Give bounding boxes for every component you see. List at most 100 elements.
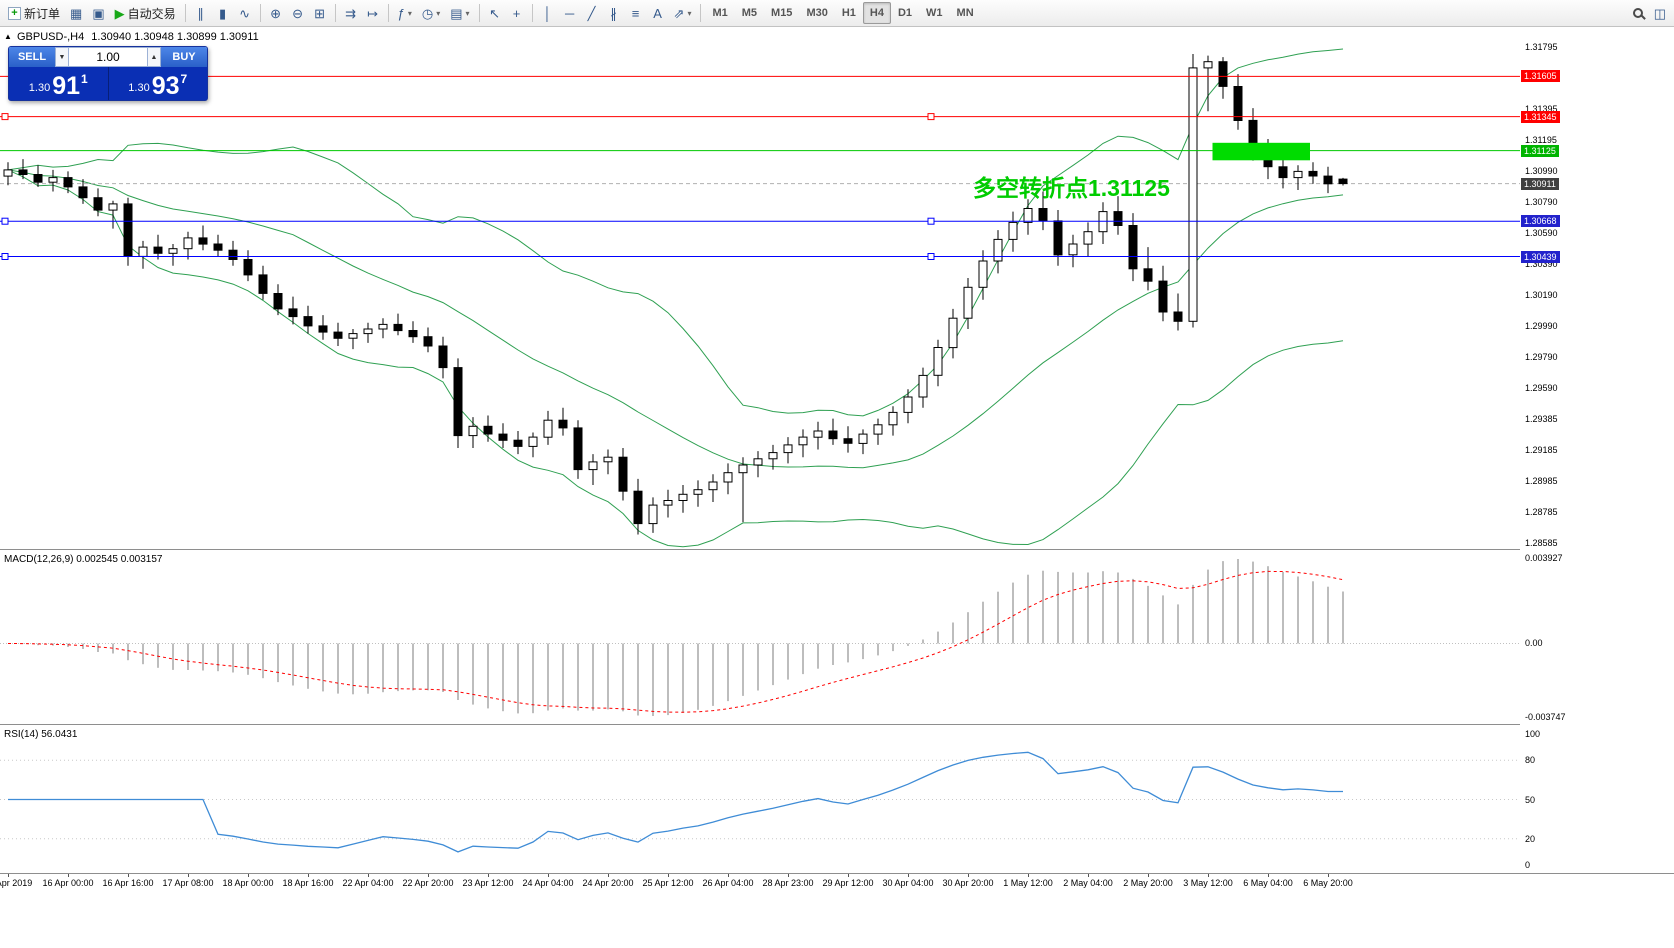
indicators-icon: ƒ	[397, 5, 405, 21]
time-label: 25 Apr 12:00	[642, 878, 694, 888]
price-tick: 1.30590	[1525, 228, 1558, 239]
bid-price[interactable]: 1.30 91 1	[9, 67, 109, 100]
main-chart[interactable]: 多空转折点1.31125	[0, 27, 1520, 549]
price-axis[interactable]: 1.31795 1.31395 1.31195 1.30990 1.30790 1.305…	[1520, 27, 1674, 873]
chart-shift-button[interactable]: ↦	[362, 2, 384, 24]
sell-button[interactable]: SELL	[9, 47, 55, 67]
arrows-button[interactable]: ⇗ ▾	[669, 2, 697, 24]
search-button[interactable]	[1627, 2, 1649, 24]
time-label: 22 Apr 04:00	[342, 878, 394, 888]
timeframe-m15[interactable]: M15	[764, 2, 799, 24]
line-handle[interactable]	[1, 217, 9, 225]
text-button[interactable]: A	[647, 2, 669, 24]
time-tick	[128, 874, 129, 877]
price-tick: 1.31195	[1525, 134, 1557, 145]
cursor-button[interactable]: ↖	[484, 2, 506, 24]
volume-decrease-button[interactable]: ▼	[55, 47, 69, 67]
horizontal-line-button[interactable]: ─	[559, 2, 581, 24]
timeframe-h1[interactable]: H1	[835, 2, 863, 24]
crosshair-button[interactable]: +	[506, 2, 528, 24]
annotation-text[interactable]: 多空转折点1.31125	[973, 175, 1170, 201]
trendline-icon: ╱	[587, 5, 596, 21]
line-handle[interactable]	[927, 217, 935, 225]
macd-panel[interactable]	[0, 551, 1520, 724]
panel-separator[interactable]	[0, 724, 1674, 726]
line-handle[interactable]	[927, 253, 935, 260]
toolbar-separator	[387, 4, 389, 22]
zoom-in-icon: ⊕	[270, 5, 282, 21]
price-badge: 1.31345	[1521, 110, 1560, 123]
line-handle[interactable]	[927, 113, 935, 121]
timeframe-h4[interactable]: H4	[862, 2, 891, 24]
candlestick-chart-icon: ▮	[219, 5, 227, 21]
timeframe-d1[interactable]: D1	[891, 2, 919, 24]
trendline-button[interactable]: ╱	[581, 2, 603, 24]
ask-price[interactable]: 1.30 93 7	[109, 67, 208, 100]
rsi-axis-tick: 100	[1525, 729, 1541, 739]
volume-increase-button[interactable]: ▲	[147, 47, 161, 67]
tile-windows-button[interactable]: ⊞	[309, 2, 331, 24]
candles	[3, 54, 1348, 535]
bid-big-digits: 91	[52, 72, 81, 100]
auto-scroll-icon: ⇉	[345, 5, 357, 21]
time-tick	[1268, 874, 1269, 877]
time-tick	[968, 874, 969, 877]
time-label: 23 Apr 12:00	[462, 878, 514, 888]
chart-window-icon: ▦	[70, 5, 83, 21]
volume-input[interactable]	[69, 47, 147, 67]
indicators-button[interactable]: ƒ ▾	[393, 2, 417, 24]
time-tick	[1328, 874, 1329, 877]
timeframe-mn[interactable]: MN	[950, 2, 981, 24]
candlestick-chart-button[interactable]: ▮	[212, 2, 234, 24]
line-handle[interactable]	[1, 253, 9, 260]
autotrading-button[interactable]: ▶ 自动交易	[110, 2, 181, 24]
time-tick	[1208, 874, 1209, 877]
time-label: 28 Apr 23:00	[762, 878, 814, 888]
time-tick	[488, 874, 489, 877]
rsi-axis-tick: 0	[1525, 860, 1531, 870]
time-tick	[188, 874, 189, 877]
time-tick	[248, 874, 249, 877]
rsi-panel[interactable]	[0, 726, 1520, 873]
chart-window-button[interactable]: ▦	[65, 2, 87, 24]
vertical-line-button[interactable]: │	[537, 2, 559, 24]
macd-indicator-label: MACD(12,26,9) 0.002545 0.003157	[4, 554, 163, 565]
zoom-out-button[interactable]: ⊖	[287, 2, 309, 24]
buy-button[interactable]: BUY	[161, 47, 207, 67]
line-chart-button[interactable]: ∿	[234, 2, 256, 24]
ask-prefix: 1.30	[128, 82, 150, 94]
rsi-axis-tick: 50	[1525, 794, 1536, 805]
zoom-in-button[interactable]: ⊕	[265, 2, 287, 24]
terminal-button[interactable]: ▣	[87, 2, 109, 24]
ask-pip-digit: 7	[180, 72, 188, 86]
new-order-button[interactable]: + 新订单	[3, 2, 65, 24]
macd-histogram	[22, 559, 1344, 716]
time-tick	[368, 874, 369, 877]
vertical-line-icon: │	[543, 5, 552, 21]
auto-scroll-button[interactable]: ⇉	[340, 2, 362, 24]
timeframe-w1[interactable]: W1	[919, 2, 950, 24]
time-axis[interactable]: 15 Apr 2019 16 Apr 00:00 16 Apr 16:00 17 Ap…	[0, 873, 1674, 891]
time-label: 1 May 12:00	[1003, 878, 1053, 888]
bar-chart-button[interactable]: ∥	[190, 2, 212, 24]
timeframe-m1[interactable]: M1	[705, 2, 734, 24]
toolbar-separator	[334, 4, 336, 22]
periods-button[interactable]: ◷ ▾	[417, 2, 445, 24]
time-label: 29 Apr 12:00	[822, 878, 874, 888]
timeframe-m5[interactable]: M5	[735, 2, 764, 24]
panel-separator[interactable]	[0, 549, 1674, 551]
time-label: 6 May 20:00	[1303, 878, 1353, 888]
time-label: 26 Apr 04:00	[702, 878, 754, 888]
fibonacci-button[interactable]: ≡	[625, 2, 647, 24]
channel-button[interactable]: ∦	[603, 2, 625, 24]
symbol-name: GBPUSD-,H4	[16, 31, 85, 43]
time-label: 18 Apr 00:00	[222, 878, 274, 888]
highlight-rectangle[interactable]	[1212, 142, 1311, 161]
rsi-axis-tick: 80	[1525, 755, 1536, 766]
timeframe-m30[interactable]: M30	[799, 2, 834, 24]
price-tick: 1.29990	[1525, 320, 1558, 331]
symbol-ohlc: 1.30940 1.30948 1.30899 1.30911	[91, 31, 259, 43]
templates-button[interactable]: ▤ ▾	[445, 2, 474, 24]
line-handle[interactable]	[1, 113, 9, 121]
new-chart-button[interactable]: ◫	[1649, 2, 1671, 24]
